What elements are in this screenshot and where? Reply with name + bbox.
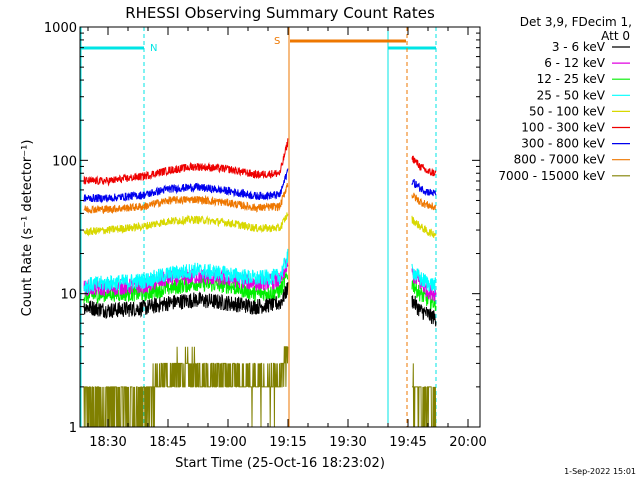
legend-entry-label: 300 - 800 keV — [521, 137, 605, 151]
legend-entry-label: 6 - 12 keV — [544, 56, 606, 70]
y-axis-label: Count Rate (s⁻¹ detector⁻¹) — [20, 140, 35, 317]
series-line-25-50-kev-seg0 — [83, 248, 289, 294]
y-axis: 1 10 100 1000 — [44, 21, 480, 436]
series-line-12-25-kev-seg0 — [83, 270, 289, 304]
series-line-3-6-kev-seg0 — [83, 282, 289, 319]
series-line-800-7000-kev-seg0 — [83, 182, 289, 215]
x-axis: 18:30 18:45 19:00 19:15 19:30 19:45 20:00 — [87, 27, 487, 450]
series-line-300-800-kev-seg1 — [411, 178, 437, 197]
x-axis-label: Start Time (25-Oct-16 18:23:02) — [175, 456, 385, 471]
y-tick-label: 10 — [60, 288, 77, 303]
series-line-7000-15000-kev-seg1 — [412, 363, 437, 427]
series-line-300-800-kev-seg0 — [83, 168, 289, 204]
y-tick-label: 1000 — [44, 21, 77, 36]
x-tick-label: 18:45 — [149, 435, 186, 450]
series-layer — [83, 138, 437, 427]
x-tick-label: 19:45 — [389, 435, 426, 450]
legend-entry-label: 50 - 100 keV — [529, 104, 606, 118]
series-line-3-6-kev-seg1 — [411, 295, 437, 327]
plot-frame — [79, 26, 481, 428]
legend-entry-label: 25 - 50 keV — [537, 88, 606, 102]
legend: Det 3,9, FDecim 1,Att 03 - 6 keV 6 - 12 k… — [498, 15, 632, 183]
legend-header-line-1: Det 3,9, FDecim 1, — [520, 15, 632, 29]
legend-entry-label: 100 - 300 keV — [521, 121, 605, 135]
series-line-800-7000-kev-seg1 — [411, 192, 437, 211]
s-flag-label: S — [274, 36, 280, 47]
y-tick-label: 1 — [69, 421, 77, 436]
legend-header-line-2: Att 0 — [601, 29, 630, 43]
legend-entry-label: 12 - 25 keV — [537, 72, 606, 86]
legend-entry-label: 800 - 7000 keV — [514, 153, 606, 167]
x-tick-label: 19:15 — [269, 435, 306, 450]
legend-entry-label: 3 - 6 keV — [552, 40, 606, 54]
x-tick-label: 19:00 — [209, 435, 246, 450]
series-line-7000-15000-kev-seg0 — [83, 346, 289, 427]
series-line-100-300-kev-seg1 — [411, 155, 437, 177]
x-tick-label: 19:30 — [329, 435, 366, 450]
legend-entry-label: 7000 - 15000 keV — [498, 169, 605, 183]
x-tick-label: 20:00 — [449, 435, 486, 450]
observing-flags: NS — [80, 27, 437, 427]
series-line-25-50-kev-seg1 — [411, 263, 437, 293]
series-line-100-300-kev-seg0 — [83, 138, 289, 187]
n-flag-label: N — [150, 43, 157, 54]
timestamp: 1-Sep-2022 15:01 — [564, 467, 636, 476]
series-line-50-100-kev-seg1 — [411, 215, 437, 239]
y-tick-label: 100 — [52, 154, 77, 169]
x-tick-label: 18:30 — [89, 435, 126, 450]
chart-title: RHESSI Observing Summary Count Rates — [125, 4, 435, 22]
series-line-50-100-kev-seg0 — [83, 212, 289, 237]
